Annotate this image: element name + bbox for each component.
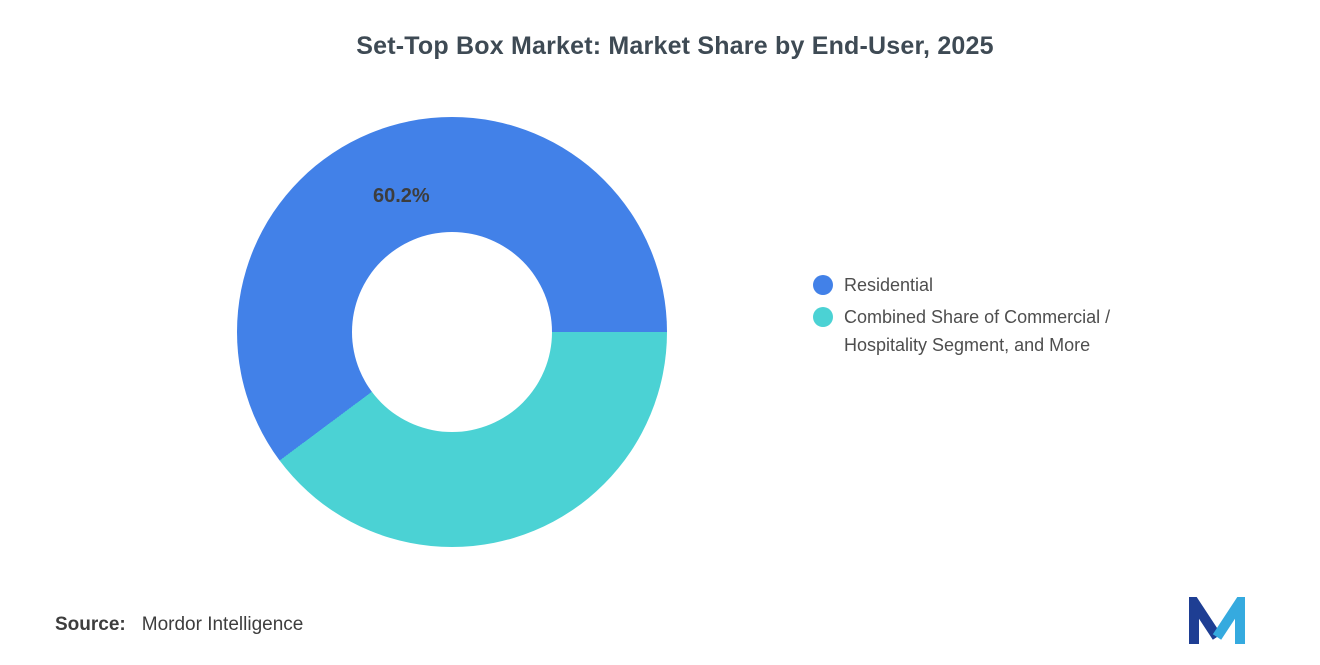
logo-left-stroke: [1189, 597, 1222, 644]
slice-label-residential: 60.2%: [373, 185, 430, 207]
source-value: Mordor Intelligence: [141, 614, 304, 635]
mordor-intelligence-logo: [1189, 597, 1245, 644]
legend-item-commercial: Combined Share of Commercial / Hospitali…: [813, 303, 1110, 359]
donut-hole: [352, 232, 552, 432]
legend-swatch-commercial: [813, 307, 833, 327]
source-line: Source: Mordor Intelligence: [55, 614, 303, 636]
donut-chart: 60.2%: [237, 117, 667, 547]
logo-right-stroke: [1212, 597, 1245, 644]
legend: Residential Combined Share of Commercial…: [813, 271, 1110, 363]
chart-title: Set-Top Box Market: Market Share by End-…: [356, 32, 994, 60]
legend-swatch-residential: [813, 275, 833, 295]
legend-label-residential: Residential: [844, 275, 934, 295]
legend-label-commercial: Combined Share of Commercial / Hospitali…: [844, 307, 1111, 355]
legend-item-residential: Residential: [813, 271, 1110, 299]
source-label: Source:: [55, 614, 126, 635]
